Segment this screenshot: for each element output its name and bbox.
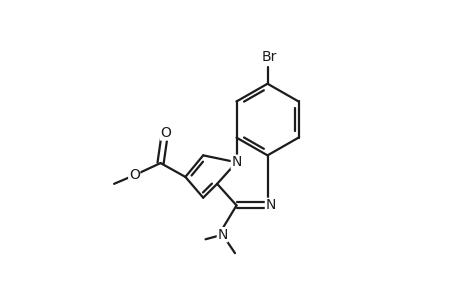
Text: O: O	[129, 168, 140, 182]
Text: N: N	[265, 198, 275, 212]
Text: O: O	[160, 126, 171, 140]
Text: N: N	[217, 228, 227, 242]
Text: Br: Br	[261, 50, 276, 64]
Text: N: N	[231, 155, 241, 169]
